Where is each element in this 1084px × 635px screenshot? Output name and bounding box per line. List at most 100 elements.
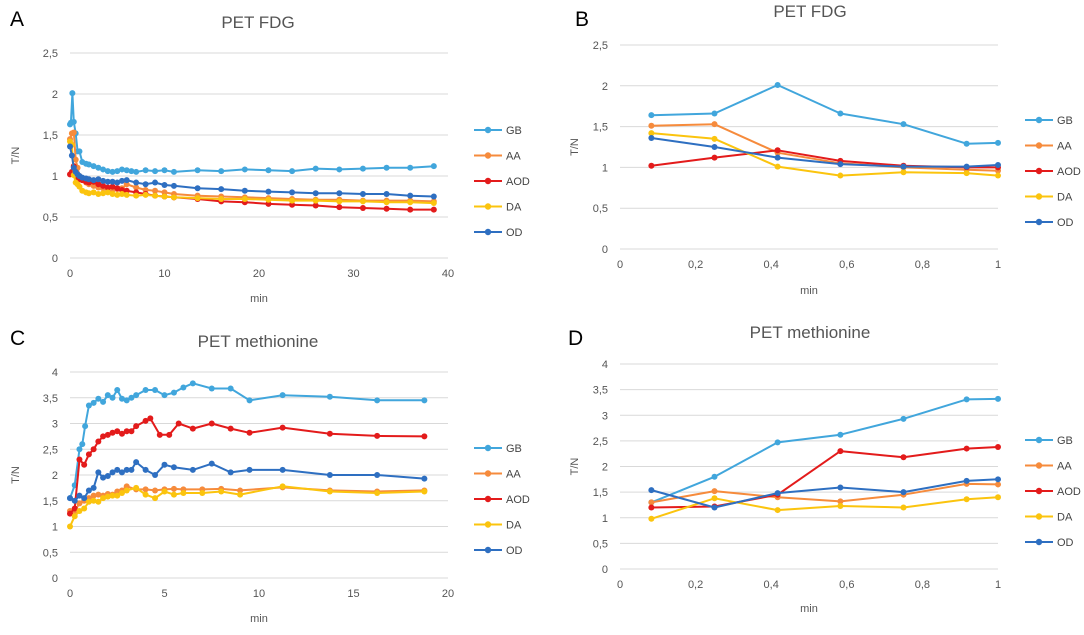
data-point bbox=[711, 473, 718, 480]
data-point bbox=[133, 423, 140, 430]
legend-item-da: DA bbox=[474, 520, 522, 532]
series-line bbox=[651, 123, 999, 172]
data-point bbox=[289, 201, 296, 208]
y-tick-label: 2,5 bbox=[593, 436, 608, 448]
data-point bbox=[227, 425, 234, 432]
data-point bbox=[711, 495, 718, 502]
data-point bbox=[374, 490, 381, 497]
data-point bbox=[227, 385, 234, 392]
data-point bbox=[76, 492, 83, 499]
series-gb bbox=[648, 395, 1001, 506]
series-line bbox=[651, 137, 999, 168]
legend-label: AOD bbox=[1057, 166, 1081, 178]
data-point bbox=[711, 121, 718, 128]
series-gb bbox=[67, 380, 428, 502]
data-point bbox=[104, 473, 111, 480]
data-point bbox=[711, 154, 718, 161]
data-point bbox=[194, 195, 201, 202]
data-point bbox=[100, 433, 107, 440]
data-point bbox=[147, 415, 154, 422]
legend-item-da: DA bbox=[474, 202, 522, 214]
data-point bbox=[118, 166, 125, 173]
x-tick-label: 0,8 bbox=[915, 579, 930, 591]
data-point bbox=[90, 484, 97, 491]
data-point bbox=[774, 490, 781, 497]
data-point bbox=[68, 152, 75, 159]
data-point bbox=[76, 446, 83, 453]
data-point bbox=[326, 393, 333, 400]
data-point bbox=[180, 490, 187, 497]
data-point bbox=[774, 163, 781, 170]
legend-swatch-marker bbox=[1035, 513, 1043, 520]
data-point bbox=[166, 431, 173, 438]
x-tick-label: 0 bbox=[617, 259, 623, 271]
data-point bbox=[109, 429, 116, 436]
legend-label: AA bbox=[506, 469, 521, 481]
data-point bbox=[161, 193, 168, 200]
data-point bbox=[336, 198, 343, 205]
data-point bbox=[359, 198, 366, 205]
data-point bbox=[123, 167, 130, 174]
data-point bbox=[208, 385, 215, 392]
y-tick-label: 0,5 bbox=[593, 538, 608, 550]
data-point bbox=[100, 398, 107, 405]
legend: GB AA AOD DA OD bbox=[1025, 435, 1081, 549]
legend: GB AA AOD DA OD bbox=[474, 125, 530, 239]
data-point bbox=[142, 486, 149, 493]
data-point bbox=[104, 392, 111, 399]
data-point bbox=[430, 200, 437, 207]
data-point bbox=[152, 187, 159, 194]
panel-letter: B bbox=[575, 8, 589, 31]
data-point bbox=[67, 510, 73, 517]
data-point bbox=[837, 448, 844, 455]
data-point bbox=[900, 415, 907, 422]
data-point bbox=[336, 204, 343, 211]
data-point bbox=[90, 182, 97, 189]
legend-label: AOD bbox=[506, 494, 530, 506]
data-point bbox=[265, 200, 272, 207]
chart-panel-a: A PET FDG 0 0,5 1 1,5 2 2,5 0 10 20 30 40 min T/N GB AA A… bbox=[10, 8, 530, 305]
legend-item-gb: GB bbox=[474, 125, 522, 137]
data-point bbox=[963, 140, 970, 147]
legend-swatch-marker bbox=[484, 177, 492, 185]
x-tick-label: 1 bbox=[995, 579, 1001, 591]
data-point bbox=[95, 181, 102, 188]
data-point bbox=[837, 172, 844, 179]
data-point bbox=[359, 165, 366, 172]
data-point bbox=[152, 179, 159, 186]
data-point bbox=[648, 504, 655, 511]
data-point bbox=[900, 121, 907, 128]
data-point bbox=[133, 392, 140, 399]
data-point bbox=[189, 380, 196, 387]
data-point bbox=[109, 469, 116, 476]
data-point bbox=[85, 498, 92, 505]
x-tick-label: 20 bbox=[253, 268, 265, 280]
data-point bbox=[142, 167, 149, 174]
data-point bbox=[114, 168, 121, 175]
data-point bbox=[85, 176, 92, 183]
data-point bbox=[326, 472, 333, 478]
data-point bbox=[142, 466, 149, 473]
data-point bbox=[421, 475, 428, 482]
data-point bbox=[648, 112, 655, 119]
data-point bbox=[118, 186, 125, 193]
panel-letter: A bbox=[10, 8, 24, 31]
panel-letter: C bbox=[10, 327, 25, 350]
legend-item-aa: AA bbox=[1025, 141, 1072, 153]
legend-item-od: OD bbox=[474, 227, 523, 239]
y-tick-label: 1 bbox=[602, 162, 608, 174]
data-point bbox=[963, 445, 970, 452]
y-tick-label: 2,5 bbox=[43, 444, 58, 456]
data-point bbox=[900, 489, 907, 496]
legend-swatch-marker bbox=[484, 444, 492, 452]
data-point bbox=[81, 505, 88, 512]
y-tick-label: 2,5 bbox=[43, 48, 58, 60]
legend-item-od: OD bbox=[1025, 217, 1074, 229]
data-point bbox=[109, 492, 116, 499]
data-point bbox=[900, 169, 907, 176]
data-point bbox=[227, 469, 234, 476]
x-axis-label: min bbox=[250, 293, 268, 305]
y-tick-label: 0,5 bbox=[43, 212, 58, 224]
x-tick-label: 30 bbox=[347, 268, 359, 280]
data-point bbox=[837, 484, 844, 491]
